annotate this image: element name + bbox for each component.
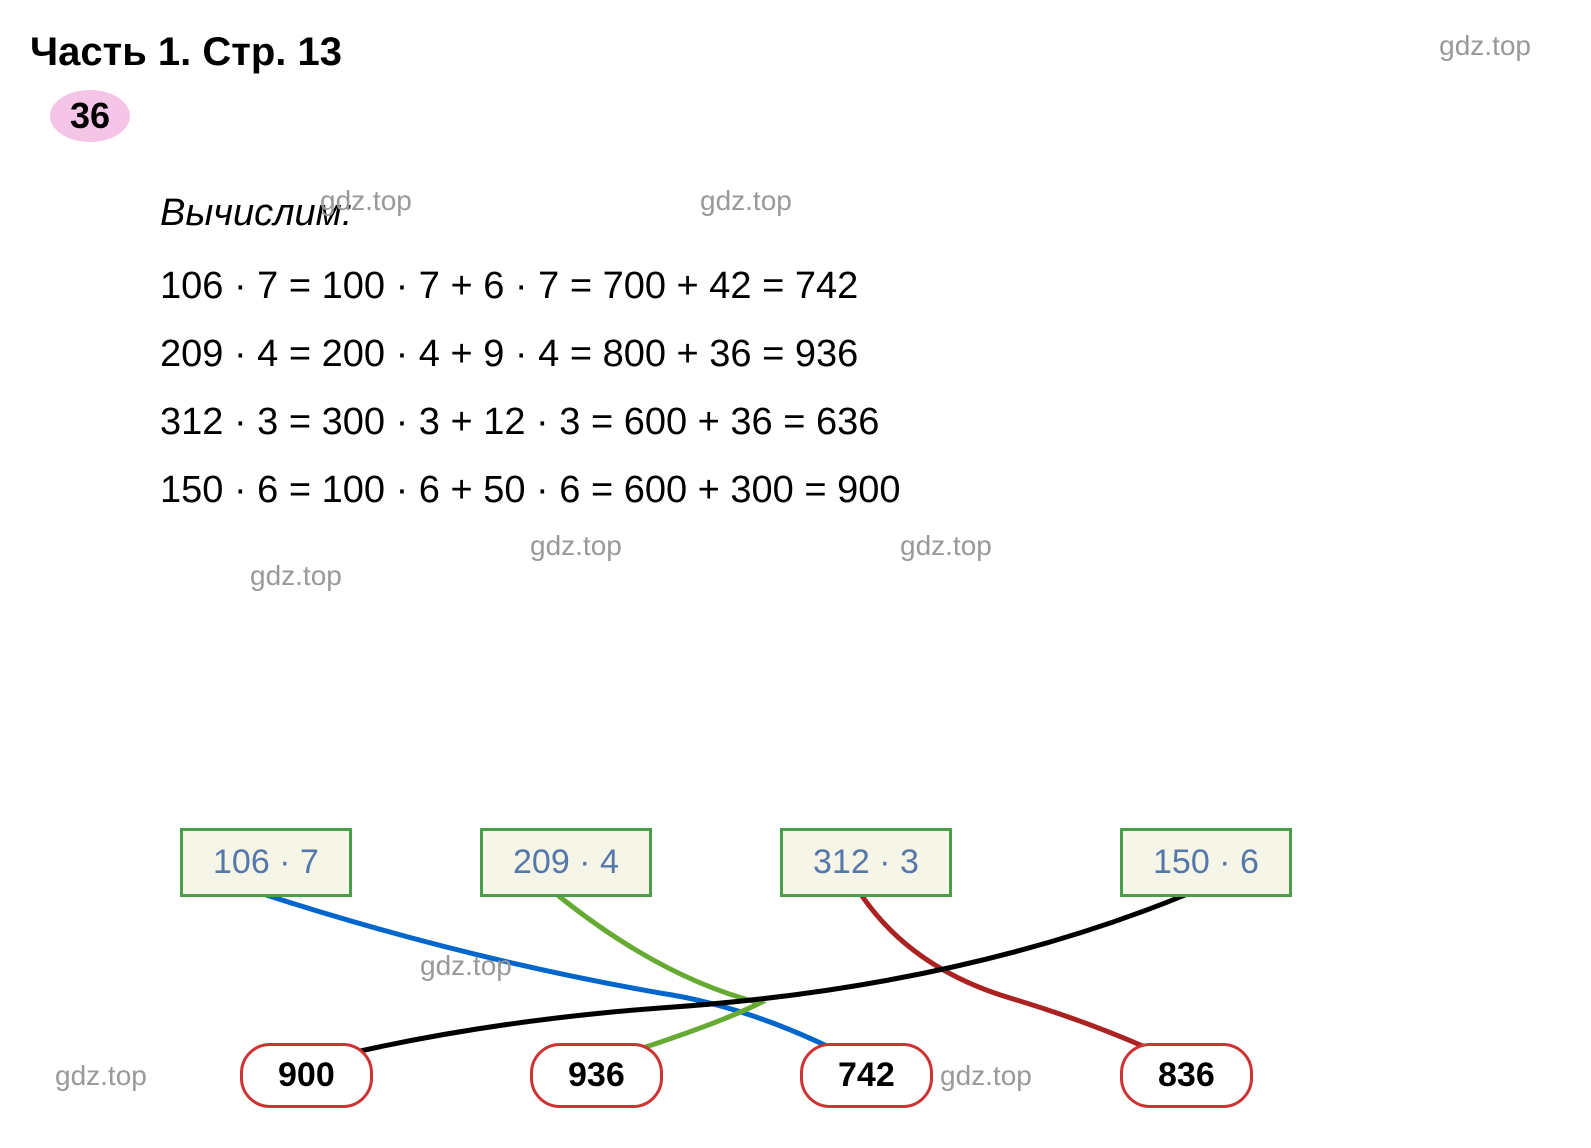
expression-box: 150 · 6	[1120, 828, 1292, 897]
connection-line	[260, 893, 870, 1068]
watermark: gdz.top	[250, 560, 342, 592]
matching-diagram: 106 · 7 209 · 4 312 · 3 150 · 6 900 936 742 83…	[160, 828, 1460, 1108]
expression-box: 312 · 3	[780, 828, 952, 897]
watermark: gdz.top	[700, 185, 792, 217]
answer-box: 742	[800, 1043, 933, 1108]
answer-box: 900	[240, 1043, 373, 1108]
watermark: gdz.top	[940, 1060, 1032, 1092]
answer-box: 936	[530, 1043, 663, 1108]
equation-row: 150 · 6 = 100 · 6 + 50 · 6 = 600 + 300 =…	[160, 469, 1561, 512]
expression-box: 209 · 4	[480, 828, 652, 897]
expression-box: 106 · 7	[180, 828, 352, 897]
part-label: Часть 1. Стр. 13	[30, 30, 342, 74]
equation-row: 209 · 4 = 200 · 4 + 9 · 4 = 800 + 36 = 9…	[160, 333, 1561, 376]
watermark: gdz.top	[530, 530, 622, 562]
connection-line	[860, 893, 1190, 1068]
page-header: Часть 1. Стр. 13	[30, 30, 1561, 75]
watermark-top-right: gdz.top	[1439, 30, 1531, 62]
equation-row: 312 · 3 = 300 · 3 + 12 · 3 = 600 + 36 = …	[160, 401, 1561, 444]
watermark: gdz.top	[55, 1060, 147, 1092]
connection-line	[555, 893, 760, 1068]
answer-box: 836	[1120, 1043, 1253, 1108]
equations-block: 106 · 7 = 100 · 7 + 6 · 7 = 700 + 42 = 7…	[160, 265, 1561, 512]
watermark: gdz.top	[320, 185, 412, 217]
problem-number: 36	[50, 90, 130, 142]
watermark: gdz.top	[420, 950, 512, 982]
watermark: gdz.top	[900, 530, 992, 562]
equation-row: 106 · 7 = 100 · 7 + 6 · 7 = 700 + 42 = 7…	[160, 265, 1561, 308]
